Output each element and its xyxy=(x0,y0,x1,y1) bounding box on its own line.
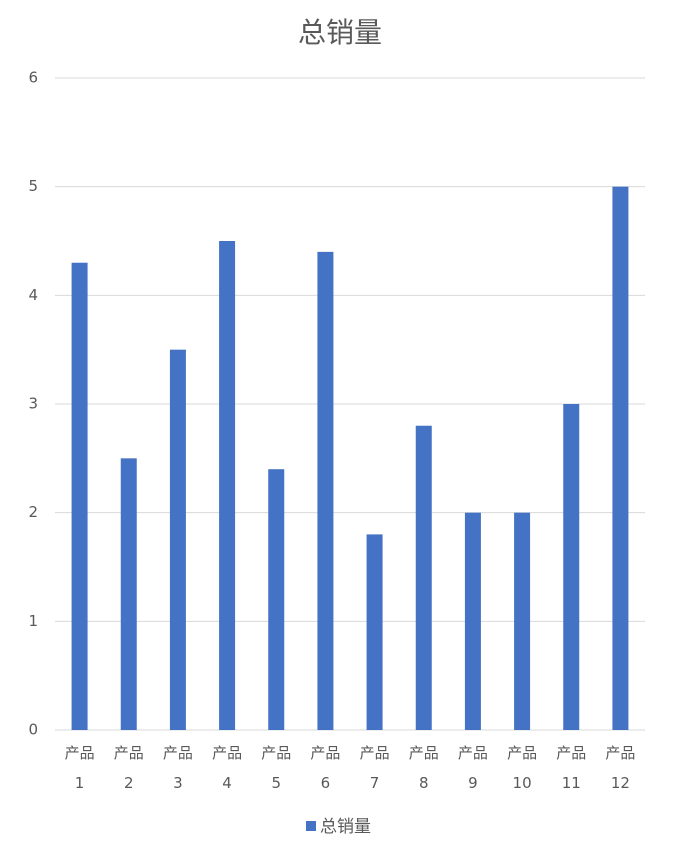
x-tick-label: 产品4 xyxy=(212,744,243,792)
x-tick-label: 产品6 xyxy=(310,744,341,792)
bar xyxy=(219,241,236,730)
bar xyxy=(366,534,383,730)
bar xyxy=(514,512,531,730)
y-tick-label: 4 xyxy=(28,286,38,304)
bar xyxy=(268,469,285,730)
x-tick-label: 产品5 xyxy=(261,744,292,792)
bar xyxy=(563,404,580,730)
x-tick-label: 产品11 xyxy=(556,744,587,792)
y-tick-label: 6 xyxy=(28,69,38,87)
x-tick-label: 产品9 xyxy=(457,744,488,792)
x-tick-label: 产品12 xyxy=(605,744,636,792)
bar xyxy=(464,512,481,730)
bar xyxy=(71,262,88,730)
x-tick-label: 产品1 xyxy=(64,744,95,792)
y-tick-label: 1 xyxy=(28,612,38,630)
x-tick-label: 产品3 xyxy=(162,744,193,792)
x-tick-label: 产品2 xyxy=(113,744,144,792)
bar xyxy=(169,349,186,730)
y-tick-label: 0 xyxy=(28,721,38,739)
legend-label: 总销量 xyxy=(320,817,371,837)
y-tick-label: 3 xyxy=(28,395,38,413)
chart-title: 总销量 xyxy=(298,16,382,49)
y-tick-label: 2 xyxy=(28,503,38,521)
x-tick-label: 产品8 xyxy=(408,744,439,792)
legend-swatch xyxy=(306,821,316,831)
x-tick-label: 产品7 xyxy=(359,744,390,792)
bar xyxy=(317,251,334,730)
bar xyxy=(120,458,137,730)
bar xyxy=(612,186,629,730)
x-tick-label: 产品10 xyxy=(507,744,538,792)
y-tick-label: 5 xyxy=(28,177,38,195)
bar xyxy=(415,425,432,730)
